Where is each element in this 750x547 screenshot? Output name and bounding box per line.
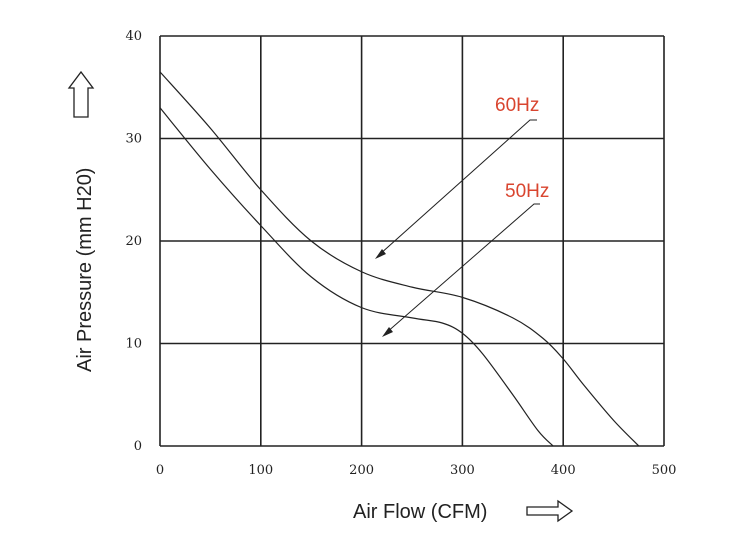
y-axis-title: Air Pressure (mm H20) <box>74 168 96 372</box>
pointer-60hz <box>378 119 537 256</box>
series-label-50hz: 50Hz <box>505 181 549 202</box>
series-label-60hz: 60Hz <box>495 95 539 116</box>
x-axis-title: Air Flow (CFM) <box>353 501 487 523</box>
y-axis-arrow-icon <box>67 70 95 118</box>
pointer-50hz <box>385 203 540 334</box>
y-tick-label: 40 <box>125 29 142 44</box>
series-line-50hz <box>159 107 554 447</box>
pointer-50hz-head <box>382 327 393 337</box>
y-tick-label: 20 <box>125 234 142 249</box>
y-tick-label: 0 <box>134 439 142 454</box>
series-lines <box>159 71 640 447</box>
x-tick-label: 100 <box>248 463 273 478</box>
x-tick-label: 500 <box>652 463 677 478</box>
y-tick-label: 10 <box>125 337 142 352</box>
x-tick-label: 200 <box>349 463 374 478</box>
x-tick-label: 300 <box>450 463 475 478</box>
x-tick-label: 400 <box>551 463 576 478</box>
x-axis-arrow-icon <box>526 499 574 523</box>
x-tick-label: 0 <box>156 463 164 478</box>
tick-labels: 0 100 200 300 400 500 0 10 20 30 40 <box>125 29 676 478</box>
y-tick-label: 30 <box>125 132 142 147</box>
label-pointers <box>375 119 540 337</box>
grid <box>159 35 665 447</box>
pointer-60hz-head <box>375 249 386 259</box>
series-line-60hz <box>159 71 640 447</box>
